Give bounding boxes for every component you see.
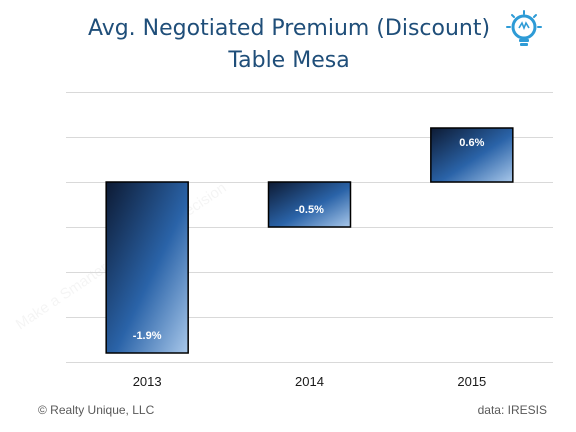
data-labels: -1.9% -0.5% 0.6% bbox=[133, 137, 485, 342]
chart-subtitle: Table Mesa bbox=[227, 48, 349, 73]
bar-2014 bbox=[267, 181, 352, 228]
bars bbox=[105, 127, 514, 354]
x-tick-label-2014: 2014 bbox=[295, 374, 324, 389]
copyright-text: © Realty Unique, LLC bbox=[38, 403, 155, 417]
data-source-text: data: IRESIS bbox=[478, 403, 547, 417]
bar-2013 bbox=[105, 181, 189, 354]
data-label-2015: 0.6% bbox=[459, 137, 484, 149]
bar-2015 bbox=[430, 127, 514, 183]
x-axis-tick-labels: 2013 2014 2015 bbox=[133, 374, 487, 389]
lightbulb-icon bbox=[506, 10, 542, 46]
chart-title: Avg. Negotiated Premium (Discount) bbox=[88, 16, 490, 41]
data-label-2013: -1.9% bbox=[133, 330, 162, 342]
x-tick-label-2015: 2015 bbox=[457, 374, 486, 389]
x-tick-label-2013: 2013 bbox=[133, 374, 162, 389]
data-label-2014: -0.5% bbox=[295, 204, 324, 216]
